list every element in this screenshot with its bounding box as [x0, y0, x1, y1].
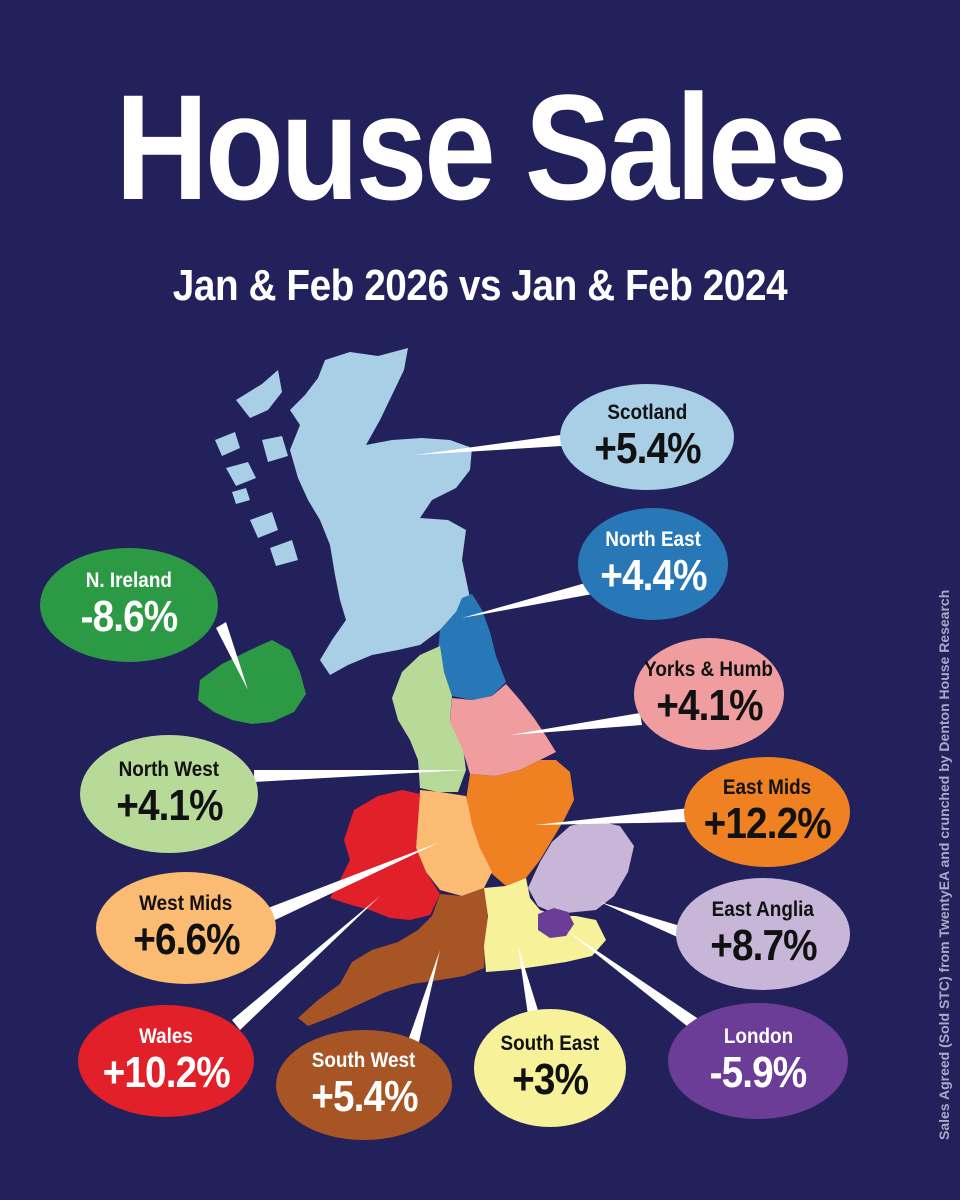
pointer-east-mids	[535, 808, 691, 825]
page-subtitle: Jan & Feb 2026 vs Jan & Feb 2024	[172, 261, 788, 310]
pointer-west-mids	[268, 842, 440, 920]
value-east-mids: +12.2%	[703, 799, 831, 848]
bubble-yorks-humb: Yorks & Humb +4.1%	[634, 638, 784, 750]
value-north-west: +4.1%	[115, 781, 223, 830]
value-london: -5.9%	[709, 1048, 808, 1097]
pointer-east-anglia	[600, 902, 687, 940]
pointer-scotland	[415, 433, 578, 455]
region-yorks-humb	[450, 684, 556, 776]
pointer-south-east	[518, 946, 541, 1022]
pointer-yorks-humb	[510, 713, 642, 735]
source-credit: Sales Agreed (Sold STC) from TwentyEA an…	[936, 589, 952, 1140]
label-east-anglia: East Anglia	[711, 898, 815, 921]
region-n-ireland	[198, 640, 306, 724]
bubble-north-east: North East +4.4%	[578, 508, 728, 620]
bubble-east-mids: East Mids +12.2%	[684, 757, 850, 867]
region-east-anglia	[528, 820, 634, 914]
pointer-south-west	[404, 950, 440, 1055]
region-east-mids	[466, 760, 574, 886]
label-london: London	[723, 1025, 793, 1048]
pointer-london	[566, 930, 700, 1030]
pointer-wales	[232, 896, 380, 1030]
page-title: House Sales	[115, 63, 848, 231]
label-scotland: Scotland	[607, 401, 687, 424]
value-n-ireland: -8.6%	[80, 592, 179, 641]
bubble-south-west: South West +5.4%	[276, 1030, 452, 1140]
label-wales: Wales	[139, 1025, 193, 1048]
region-north-east	[438, 594, 506, 700]
bubble-wales: Wales +10.2%	[78, 1005, 254, 1117]
pointer-north-east	[462, 580, 598, 618]
region-north-west	[392, 646, 466, 792]
bubble-south-east: South East +3%	[474, 1009, 626, 1127]
value-south-west: +5.4%	[310, 1072, 418, 1121]
bubble-west-mids: West Mids +6.6%	[96, 872, 276, 984]
value-yorks-humb: +4.1%	[655, 681, 763, 730]
value-wales: +10.2%	[102, 1048, 230, 1097]
pointer-n-ireland	[216, 622, 248, 690]
bubble-north-west: North West +4.1%	[80, 735, 258, 853]
bubble-scotland: Scotland +5.4%	[560, 384, 734, 490]
label-n-ireland: N. Ireland	[85, 569, 173, 592]
label-south-east: South East	[500, 1032, 600, 1055]
bubble-london: London -5.9%	[668, 1003, 848, 1119]
bubble-n-ireland: N. Ireland -8.6%	[40, 548, 218, 662]
region-west-mids	[416, 790, 492, 896]
label-east-mids: East Mids	[722, 776, 812, 799]
pointer-lines	[216, 433, 700, 1055]
value-south-east: +3%	[512, 1055, 589, 1104]
label-south-west: South West	[312, 1049, 416, 1072]
value-scotland: +5.4%	[593, 424, 701, 473]
pointer-north-west	[254, 770, 465, 782]
label-north-east: North East	[605, 528, 701, 551]
label-yorks-humb: Yorks & Humb	[644, 658, 774, 681]
value-east-anglia: +8.7%	[709, 921, 817, 970]
label-north-west: North West	[118, 758, 220, 781]
region-wales	[330, 790, 440, 920]
label-west-mids: West Mids	[139, 892, 233, 915]
bubble-east-anglia: East Anglia +8.7%	[676, 878, 850, 990]
region-south-west	[298, 888, 488, 1026]
value-north-east: +4.4%	[599, 551, 707, 600]
region-scotland	[290, 348, 472, 675]
value-west-mids: +6.6%	[132, 915, 240, 964]
region-london	[538, 908, 574, 938]
region-scotland-islands	[215, 370, 298, 566]
